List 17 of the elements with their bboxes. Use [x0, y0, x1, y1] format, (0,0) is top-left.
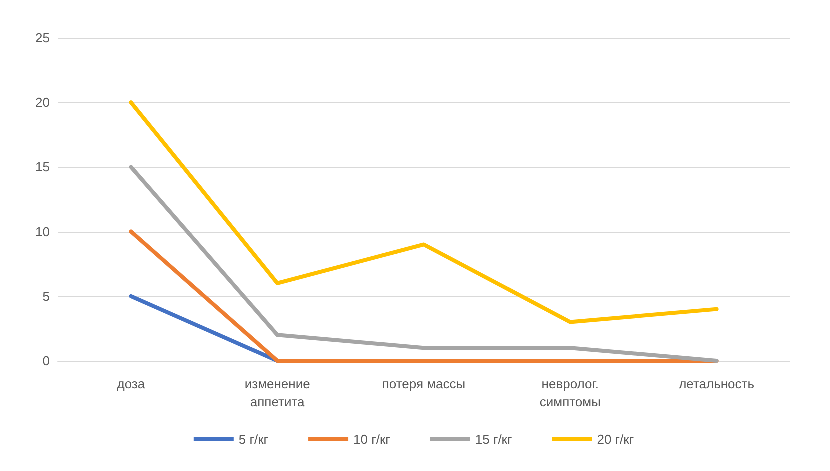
x-tick-label: невролог. симптомы [540, 376, 601, 410]
legend-label: 10 г/кг [354, 432, 391, 447]
x-tick-label: доза [117, 376, 146, 392]
legend-label: 20 г/кг [597, 432, 634, 447]
y-tick-label: 25 [36, 30, 50, 46]
legend-label: 15 г/кг [475, 432, 512, 447]
y-tick-label: 15 [36, 160, 50, 175]
x-tick-label: летальность [679, 376, 755, 392]
y-tick-label: 10 [36, 224, 50, 240]
x-tick-label: изменение аппетита [244, 376, 310, 410]
legend-label: 5 г/кг [238, 432, 269, 447]
line-series [129, 100, 719, 324]
y-tick-label: 20 [36, 95, 50, 110]
y-tick-label: 5 [42, 288, 50, 304]
y-tick-label: 0 [42, 354, 50, 368]
x-tick-label: потеря массы [382, 376, 466, 392]
line-series [129, 165, 719, 363]
